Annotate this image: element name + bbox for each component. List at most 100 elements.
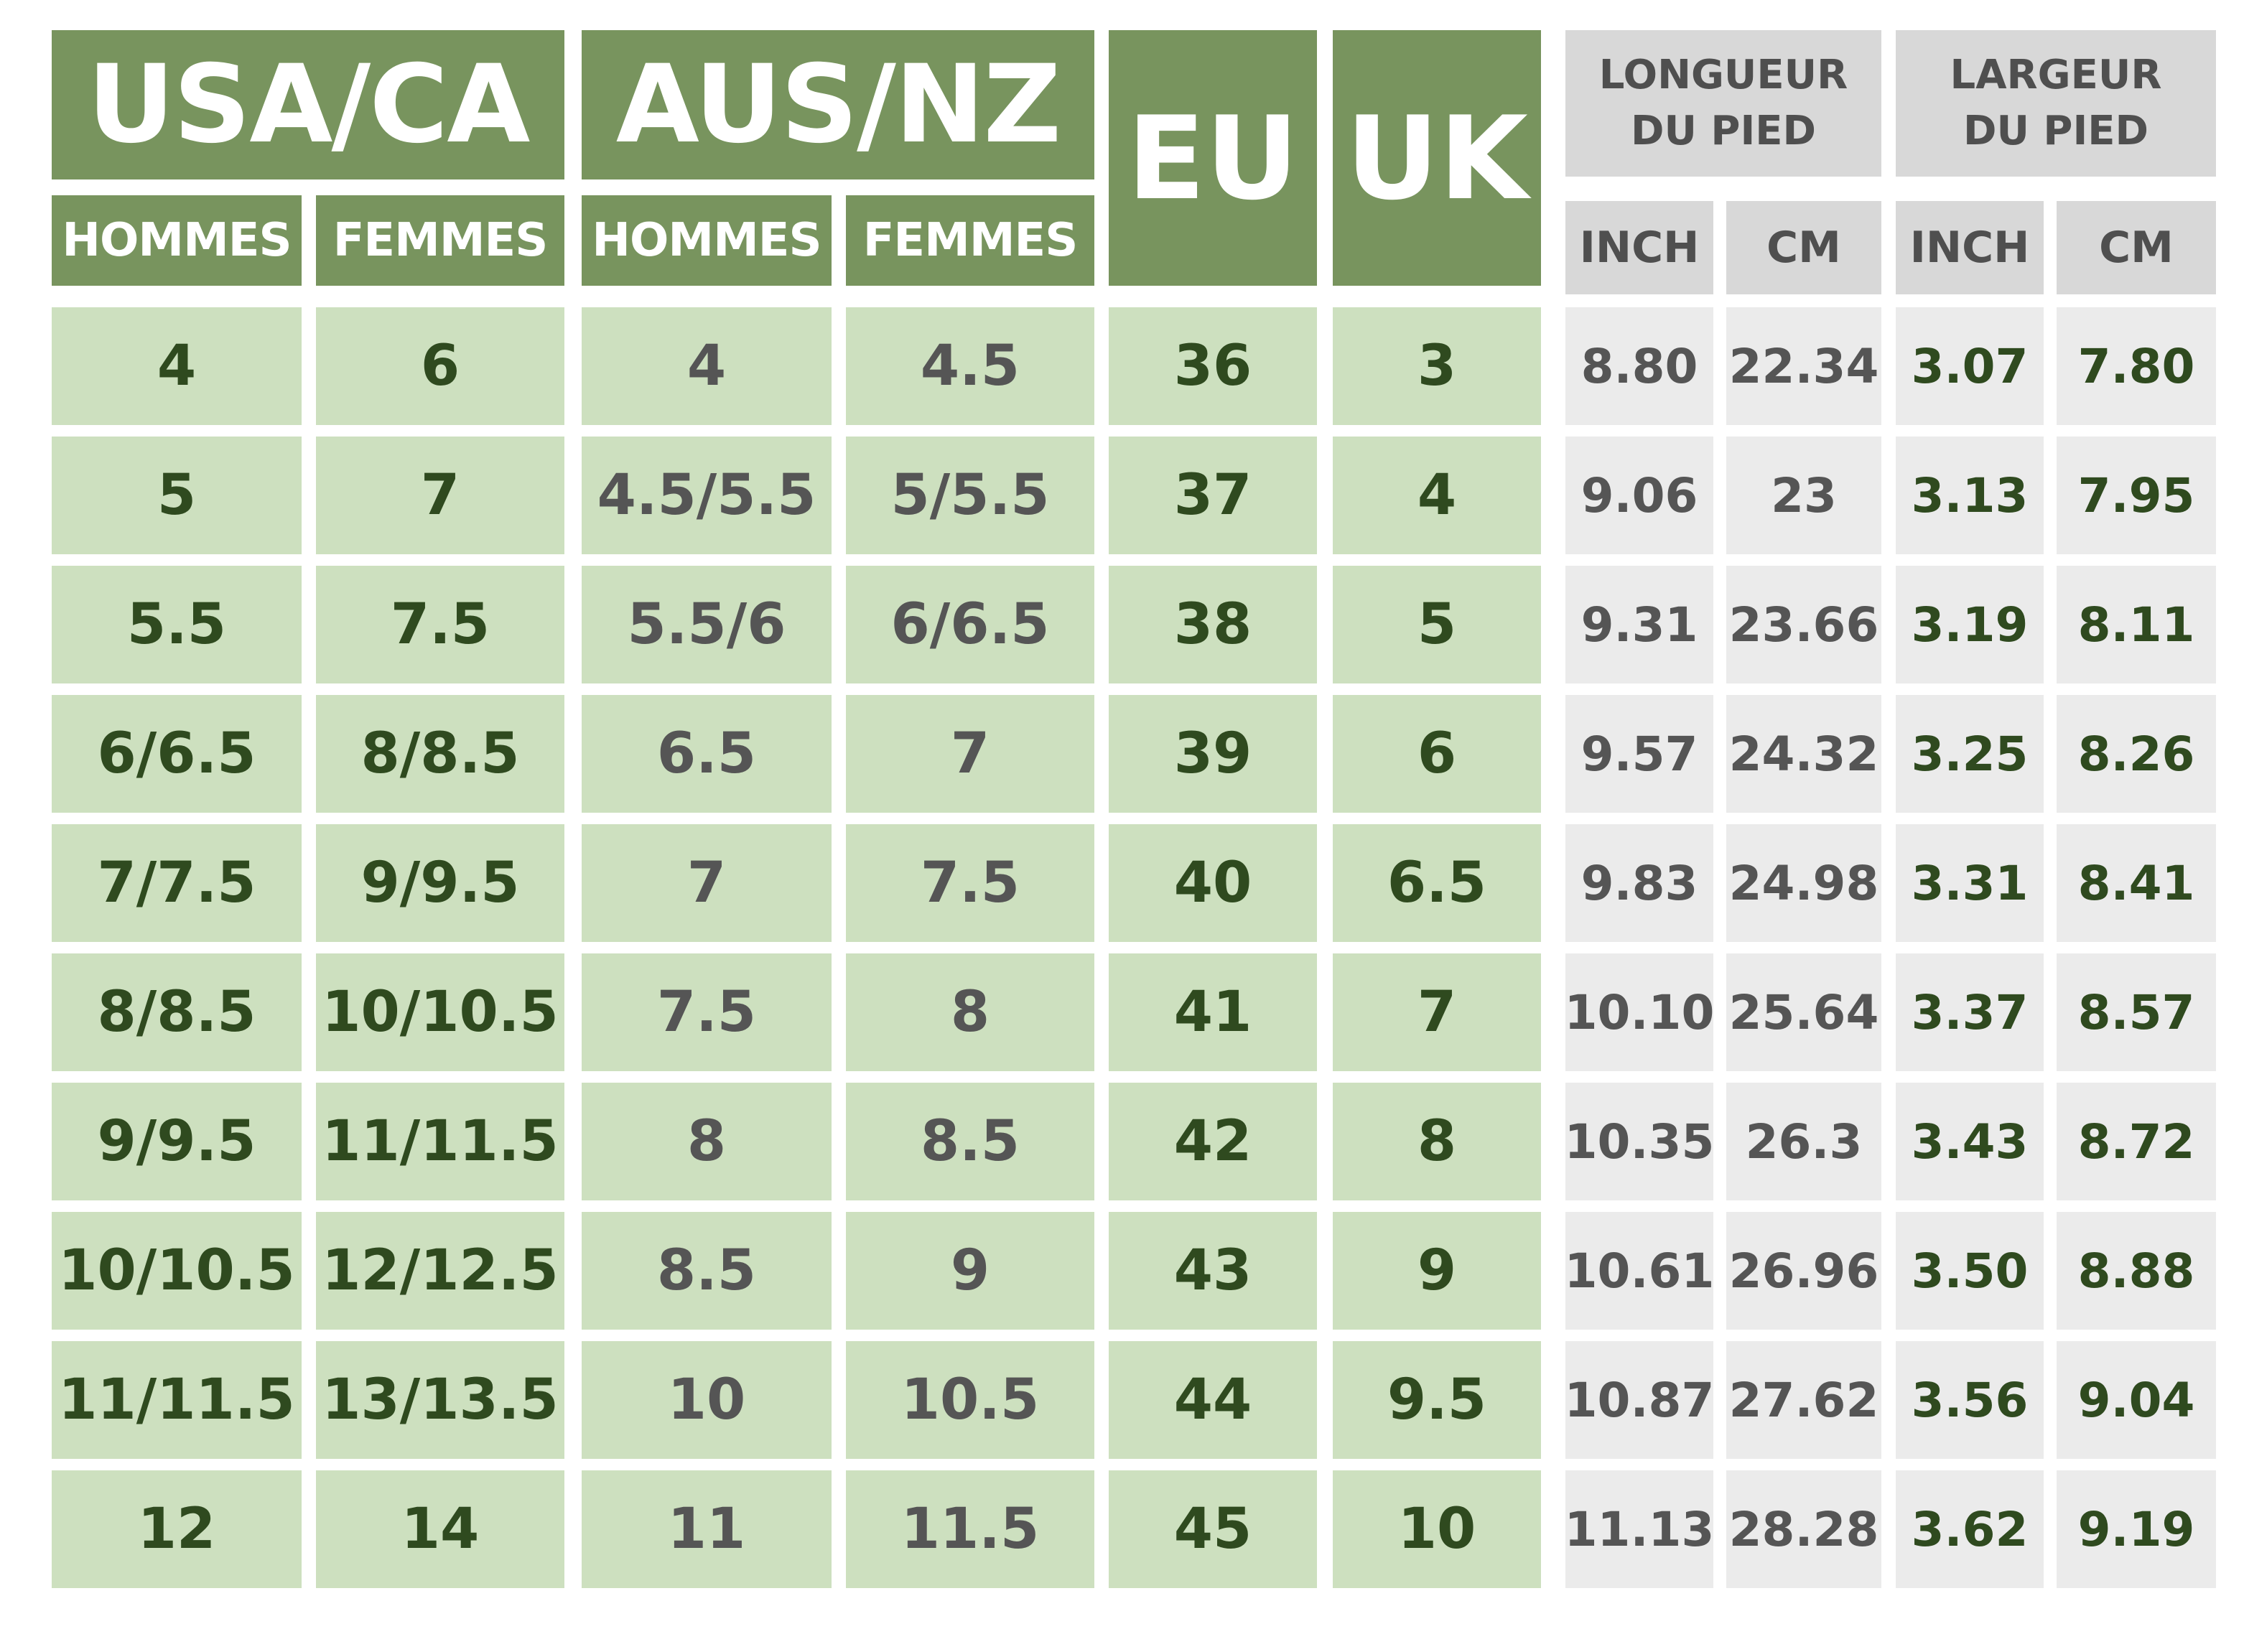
subheader-longueur-cm: CM (1726, 201, 1881, 294)
cell-len-cm: 24.32 (1726, 695, 1881, 813)
cell-usa-women: 7 (316, 437, 564, 554)
cell-uk: 9 (1333, 1212, 1541, 1330)
cell-usa-women: 10/10.5 (316, 953, 564, 1071)
cell-usa-women: 6 (316, 307, 564, 425)
header-longueur-du-pied: LONGUEUR DU PIED (1565, 30, 1881, 177)
header-eu: EU (1109, 30, 1317, 286)
cell-aus-women: 7 (846, 695, 1094, 813)
cell-uk: 5 (1333, 566, 1541, 683)
cell-len-inch: 11.13 (1565, 1470, 1714, 1588)
cell-uk: 6 (1333, 695, 1541, 813)
cell-len-inch: 9.31 (1565, 566, 1713, 683)
cell-eu: 42 (1109, 1083, 1317, 1200)
cell-wid-cm: 8.88 (2057, 1212, 2216, 1330)
cell-usa-women: 13/13.5 (316, 1341, 564, 1459)
cell-aus-women: 9 (846, 1212, 1094, 1330)
cell-len-inch: 10.87 (1565, 1341, 1714, 1459)
cell-aus-women: 4.5 (846, 307, 1094, 425)
cell-len-cm: 27.62 (1726, 1341, 1881, 1459)
cell-eu: 40 (1109, 824, 1317, 942)
cell-aus-men: 8.5 (582, 1212, 832, 1330)
cell-aus-men: 6.5 (582, 695, 832, 813)
cell-wid-inch: 3.50 (1896, 1212, 2044, 1330)
cell-aus-women: 8 (846, 953, 1094, 1071)
subheader-usa-hommes: HOMMES (52, 195, 302, 286)
cell-usa-men: 8/8.5 (52, 953, 302, 1071)
cell-usa-men: 7/7.5 (52, 824, 302, 942)
cell-len-inch: 10.35 (1565, 1083, 1714, 1200)
cell-usa-women: 11/11.5 (316, 1083, 564, 1200)
cell-eu: 44 (1109, 1341, 1317, 1459)
cell-wid-cm: 8.41 (2057, 824, 2216, 942)
header-uk: UK (1333, 30, 1541, 286)
cell-wid-cm: 9.04 (2057, 1341, 2216, 1459)
cell-len-cm: 23.66 (1726, 566, 1881, 683)
header-largeur-du-pied: LARGEUR DU PIED (1896, 30, 2216, 177)
cell-usa-men: 12 (52, 1470, 302, 1588)
cell-uk: 3 (1333, 307, 1541, 425)
cell-len-cm: 22.34 (1726, 307, 1881, 425)
subheader-aus-hommes: HOMMES (582, 195, 832, 286)
cell-wid-inch: 3.37 (1896, 953, 2044, 1071)
cell-aus-women: 5/5.5 (846, 437, 1094, 554)
cell-eu: 39 (1109, 695, 1317, 813)
cell-usa-women: 9/9.5 (316, 824, 564, 942)
cell-len-inch: 9.83 (1565, 824, 1713, 942)
cell-wid-cm: 8.26 (2057, 695, 2216, 813)
cell-eu: 41 (1109, 953, 1317, 1071)
cell-aus-women: 7.5 (846, 824, 1094, 942)
cell-aus-men: 8 (582, 1083, 832, 1200)
cell-usa-women: 14 (316, 1470, 564, 1588)
cell-len-cm: 23 (1726, 437, 1881, 554)
cell-usa-men: 5 (52, 437, 302, 554)
cell-aus-men: 4.5/5.5 (582, 437, 832, 554)
cell-aus-men: 10 (582, 1341, 832, 1459)
cell-len-inch: 8.80 (1565, 307, 1713, 425)
cell-usa-men: 9/9.5 (52, 1083, 302, 1200)
cell-uk: 7 (1333, 953, 1541, 1071)
cell-aus-women: 10.5 (846, 1341, 1094, 1459)
cell-wid-inch: 3.13 (1896, 437, 2044, 554)
cell-wid-inch: 3.31 (1896, 824, 2044, 942)
cell-usa-men: 5.5 (52, 566, 302, 683)
cell-aus-men: 11 (582, 1470, 832, 1588)
cell-uk: 4 (1333, 437, 1541, 554)
cell-wid-cm: 7.95 (2057, 437, 2216, 554)
cell-eu: 38 (1109, 566, 1317, 683)
cell-len-cm: 26.3 (1726, 1083, 1881, 1200)
cell-eu: 36 (1109, 307, 1317, 425)
cell-wid-cm: 8.11 (2057, 566, 2216, 683)
cell-aus-women: 8.5 (846, 1083, 1094, 1200)
cell-wid-cm: 8.72 (2057, 1083, 2216, 1200)
cell-eu: 45 (1109, 1470, 1317, 1588)
cell-usa-women: 7.5 (316, 566, 564, 683)
cell-len-inch: 10.61 (1565, 1212, 1714, 1330)
cell-wid-cm: 9.19 (2057, 1470, 2216, 1588)
cell-eu: 43 (1109, 1212, 1317, 1330)
cell-aus-women: 6/6.5 (846, 566, 1094, 683)
cell-wid-cm: 7.80 (2057, 307, 2216, 425)
cell-eu: 37 (1109, 437, 1317, 554)
cell-len-cm: 26.96 (1726, 1212, 1881, 1330)
cell-len-cm: 25.64 (1726, 953, 1881, 1071)
subheader-aus-femmes: FEMMES (846, 195, 1094, 286)
cell-aus-women: 11.5 (846, 1470, 1094, 1588)
cell-len-cm: 28.28 (1726, 1470, 1881, 1588)
cell-usa-women: 8/8.5 (316, 695, 564, 813)
cell-usa-men: 6/6.5 (52, 695, 302, 813)
cell-aus-men: 7.5 (582, 953, 832, 1071)
cell-len-inch: 9.06 (1565, 437, 1713, 554)
cell-uk: 10 (1333, 1470, 1541, 1588)
cell-len-cm: 24.98 (1726, 824, 1881, 942)
cell-wid-cm: 8.57 (2057, 953, 2216, 1071)
cell-aus-men: 4 (582, 307, 832, 425)
cell-aus-men: 7 (582, 824, 832, 942)
cell-len-inch: 10.10 (1565, 953, 1714, 1071)
cell-aus-men: 5.5/6 (582, 566, 832, 683)
cell-usa-men: 10/10.5 (52, 1212, 302, 1330)
cell-wid-inch: 3.62 (1896, 1470, 2044, 1588)
cell-wid-inch: 3.19 (1896, 566, 2044, 683)
subheader-usa-femmes: FEMMES (316, 195, 564, 286)
subheader-largeur-cm: CM (2057, 201, 2216, 294)
